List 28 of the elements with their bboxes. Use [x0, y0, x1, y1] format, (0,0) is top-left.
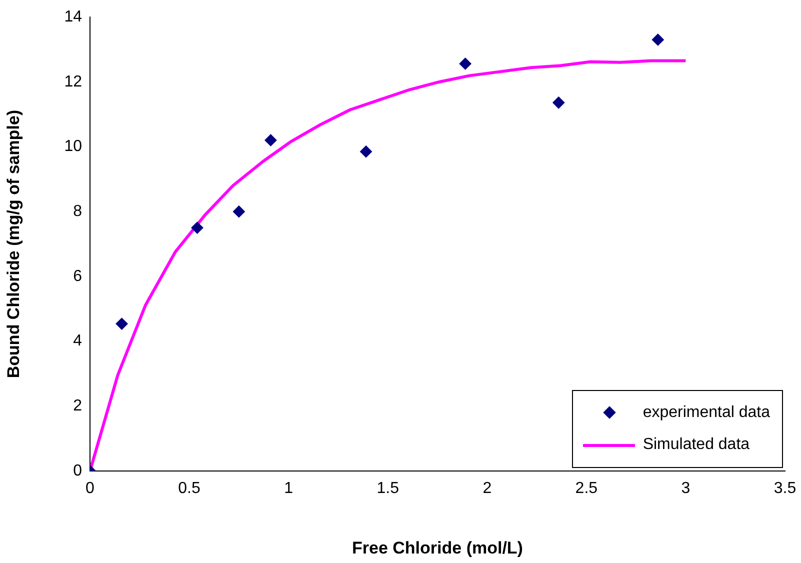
x-tick-label: 3.5 — [774, 480, 796, 498]
point — [191, 222, 204, 234]
point — [360, 146, 372, 158]
point — [232, 206, 245, 218]
point — [652, 34, 664, 46]
x-tick-label: 1 — [284, 480, 294, 498]
point — [552, 96, 565, 109]
x-tick-label: 0.5 — [178, 480, 201, 498]
x-tick-label: 1.5 — [376, 480, 400, 498]
x-tick-label: 2.5 — [575, 480, 598, 498]
legend-label: experimental data — [642, 404, 770, 422]
y-axis-title: Bound Chloride (mg/g of sample) — [4, 110, 23, 378]
y-tick-label: 10 — [64, 138, 82, 156]
y-tick-label: 14 — [64, 8, 82, 26]
x-tick-label: 2 — [482, 480, 492, 498]
x-tick-label: 3 — [681, 480, 690, 498]
point — [264, 134, 277, 146]
y-tick-label: 8 — [73, 202, 82, 220]
y-tick-label: 4 — [73, 332, 82, 350]
legend-label: Simulated data — [642, 436, 750, 454]
y-tick-label: 0 — [73, 462, 82, 480]
point — [459, 58, 472, 70]
x-tick-label: 0 — [86, 480, 95, 498]
y-tick-label: 6 — [73, 268, 82, 285]
x-axis-title: Free Chloride (mol/L) — [352, 538, 523, 558]
y-tick-label: 12 — [64, 73, 82, 90]
y-tick-label: 2 — [73, 398, 82, 415]
point — [116, 318, 128, 330]
